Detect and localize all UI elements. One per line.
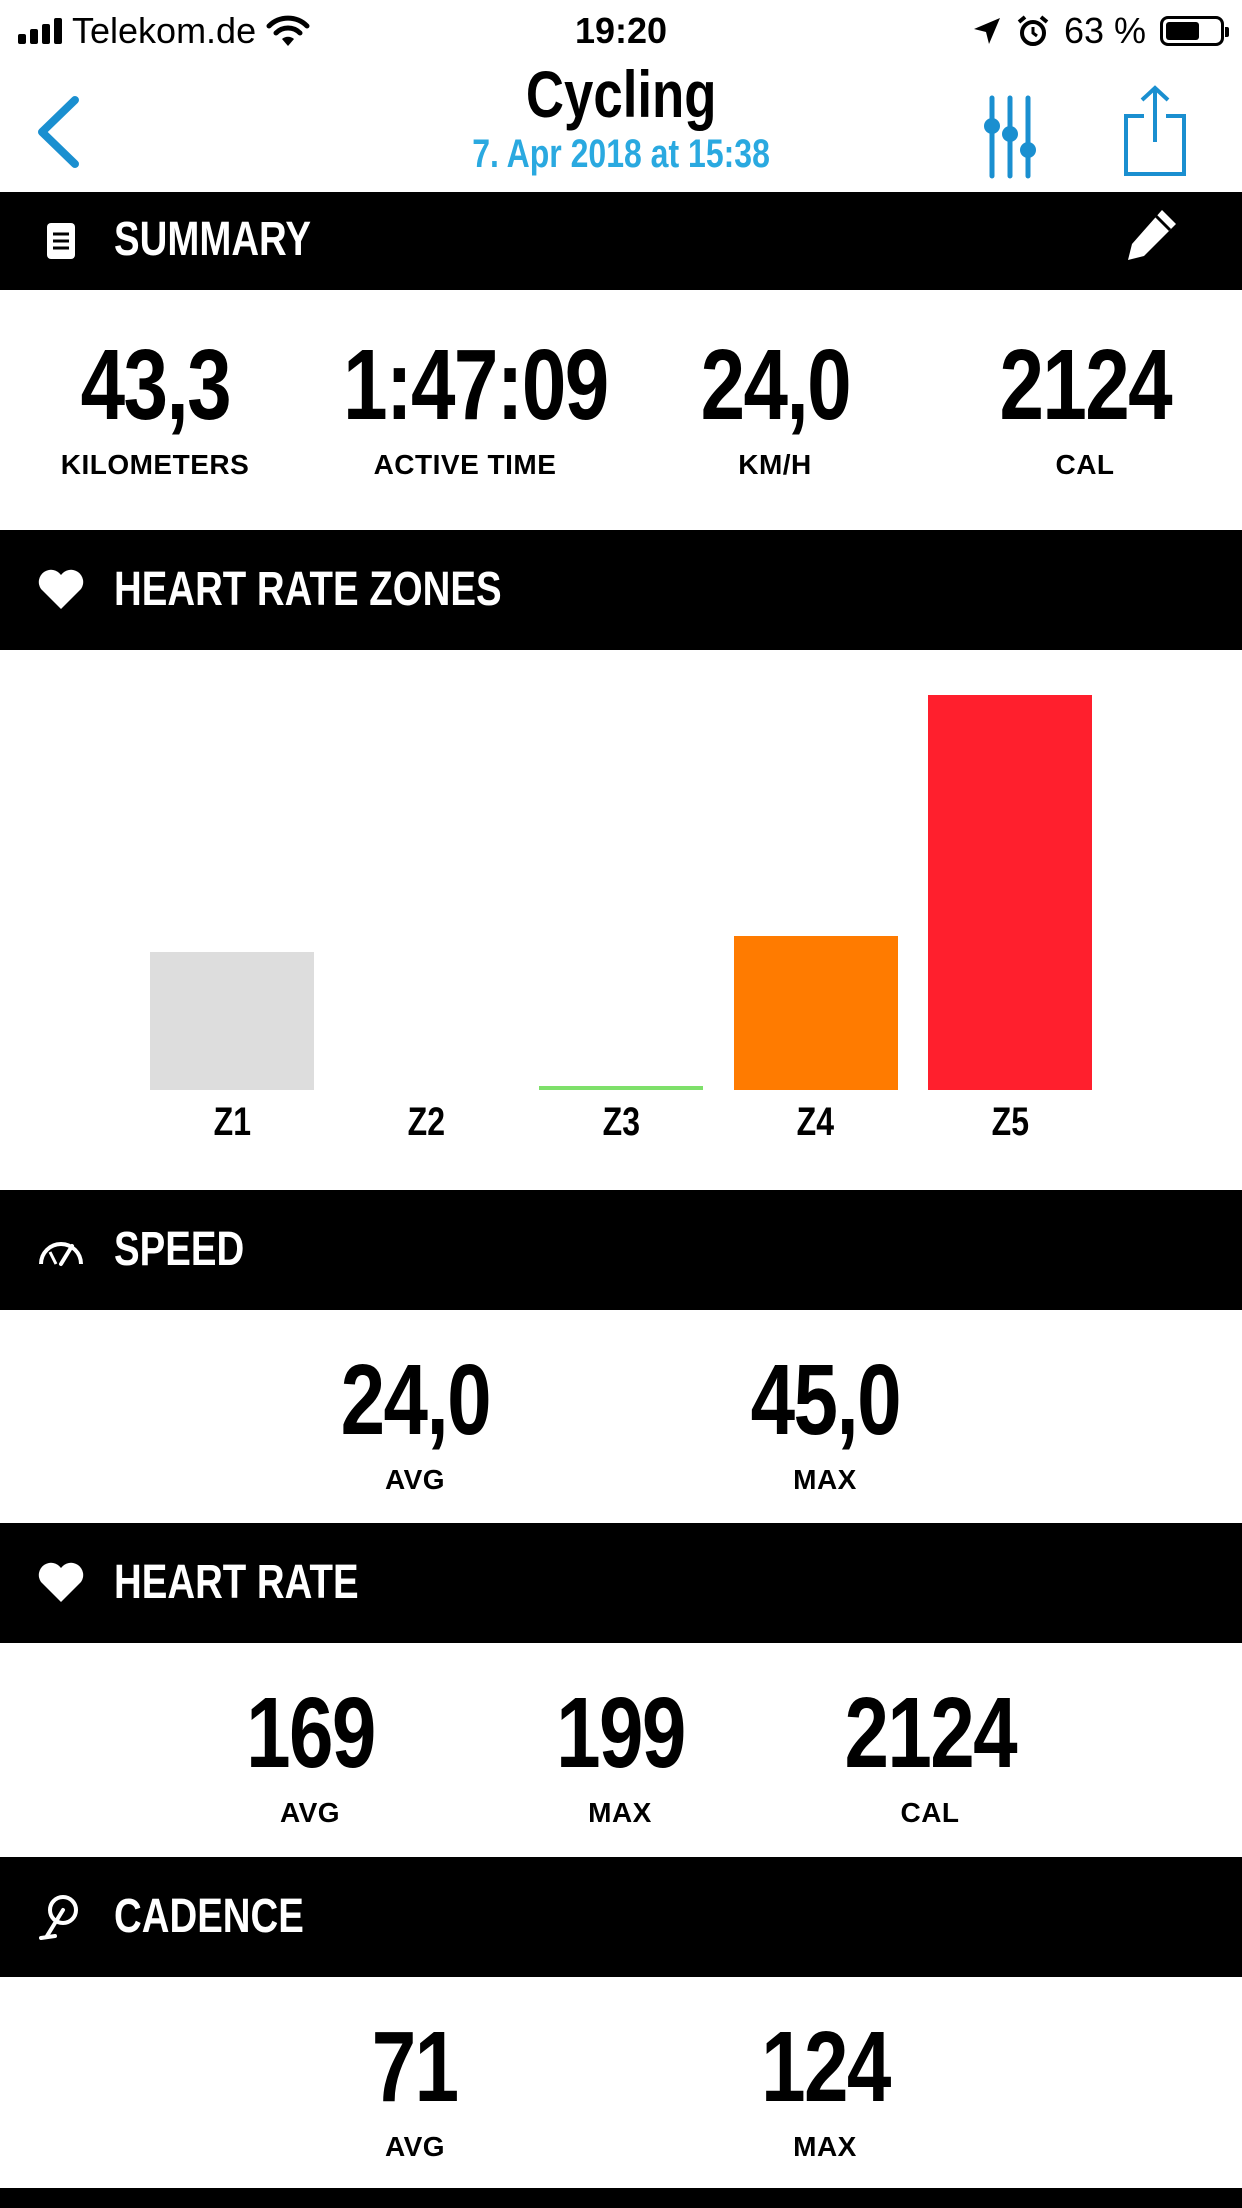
nav-bar: Cycling 7. Apr 2018 at 15:38 [0, 57, 1242, 192]
zone-bar-z5 [928, 695, 1092, 1090]
heart-rate-stat-max: 199 MAX [495, 1683, 745, 1829]
stat-label: CAL [900, 1797, 960, 1828]
chevron-left-icon[interactable] [30, 92, 90, 172]
stat-value: 2124 [844, 1677, 1017, 1789]
stat-value: 169 [245, 1677, 376, 1789]
cadence-stat-max: 124 MAX [700, 2017, 950, 2163]
heart-icon [34, 1556, 88, 1610]
heart-icon [34, 563, 88, 617]
status-left: Telekom.de [18, 10, 310, 52]
stat-value: 24,0 [340, 1344, 491, 1456]
summary-stat-speed: 24,0 KM/H [650, 335, 900, 481]
stat-value: 24,0 [700, 329, 851, 441]
wifi-icon [266, 15, 310, 46]
stat-label: MAX [588, 1797, 652, 1828]
stat-label: AVG [384, 1464, 446, 1495]
document-icon [34, 214, 88, 268]
alarm-icon [1017, 15, 1049, 46]
cadence-header: CADENCE [0, 1857, 1242, 1977]
heart-rate-zones-title: HEART RATE ZONES [114, 563, 502, 616]
stat-label: AVG [279, 1797, 341, 1828]
zone-bar-z1 [150, 951, 314, 1090]
summary-title: SUMMARY [114, 213, 311, 266]
signal-icon [18, 18, 62, 44]
pedal-icon [34, 1890, 88, 1944]
zone-label-z2: Z2 [407, 1100, 446, 1144]
stat-value: 199 [555, 1677, 686, 1789]
pencil-icon[interactable] [1122, 204, 1182, 264]
stat-value: 43,3 [80, 329, 231, 441]
stat-value: 1:47:09 [343, 329, 609, 441]
location-arrow-icon [973, 18, 1000, 44]
speed-header: SPEED [0, 1190, 1242, 1310]
stat-value: 124 [760, 2011, 891, 2123]
stat-value: 45,0 [750, 1344, 901, 1456]
zone-label-z5: Z5 [991, 1100, 1029, 1144]
stat-label: ACTIVE TIME [373, 449, 557, 480]
speed-stat-avg: 24,0 AVG [290, 1350, 540, 1496]
heart-rate-stat-avg: 169 AVG [185, 1683, 435, 1829]
heart-rate-zones-header: HEART RATE ZONES [0, 530, 1242, 650]
zone-label-z3: Z3 [602, 1100, 640, 1144]
heart-rate-zones-chart: Z1 Z2 Z3 Z4 Z5 [0, 650, 1242, 1190]
heart-rate-header: HEART RATE [0, 1523, 1242, 1643]
summary-stat-time: 1:47:09 ACTIVE TIME [310, 335, 620, 481]
zone-label-z4: Z4 [796, 1100, 835, 1144]
summary-header: SUMMARY [0, 192, 1242, 290]
stat-label: MAX [793, 1464, 857, 1495]
carrier-name: Telekom.de [72, 10, 257, 51]
battery-percent: 63 % [1063, 10, 1146, 51]
share-icon[interactable] [1120, 84, 1190, 180]
stat-label: CAL [1055, 449, 1115, 480]
speedometer-icon [34, 1223, 88, 1277]
zone-bar-z3 [539, 1086, 703, 1090]
stat-value: 71 [372, 2011, 459, 2123]
battery-icon [1160, 16, 1229, 46]
page-title: Cycling [525, 57, 717, 131]
stat-value: 2124 [999, 329, 1172, 441]
status-time: 19:20 [574, 10, 668, 51]
status-right: 63 % [972, 10, 1229, 52]
heart-rate-stat-calories: 2124 CAL [805, 1683, 1055, 1829]
stat-label: AVG [384, 2131, 446, 2162]
page-subtitle: 7. Apr 2018 at 15:38 [472, 132, 770, 176]
summary-stat-calories: 2124 CAL [960, 335, 1210, 481]
stat-label: MAX [793, 2131, 857, 2162]
summary-stat-distance: 43,3 KILOMETERS [30, 335, 280, 481]
heart-rate-title: HEART RATE [114, 1556, 359, 1609]
cadence-stat-avg: 71 AVG [290, 2017, 540, 2163]
speed-stat-max: 45,0 MAX [700, 1350, 950, 1496]
speed-title: SPEED [114, 1223, 245, 1276]
stat-label: KM/H [738, 449, 812, 480]
next-section-header [0, 2188, 1242, 2208]
zone-bar-z4 [733, 935, 898, 1090]
stat-label: KILOMETERS [60, 449, 250, 480]
cadence-title: CADENCE [114, 1890, 304, 1943]
zone-label-z1: Z1 [213, 1100, 251, 1144]
status-bar: Telekom.de 19:20 63 % [0, 0, 1242, 62]
sliders-icon[interactable] [980, 92, 1040, 182]
